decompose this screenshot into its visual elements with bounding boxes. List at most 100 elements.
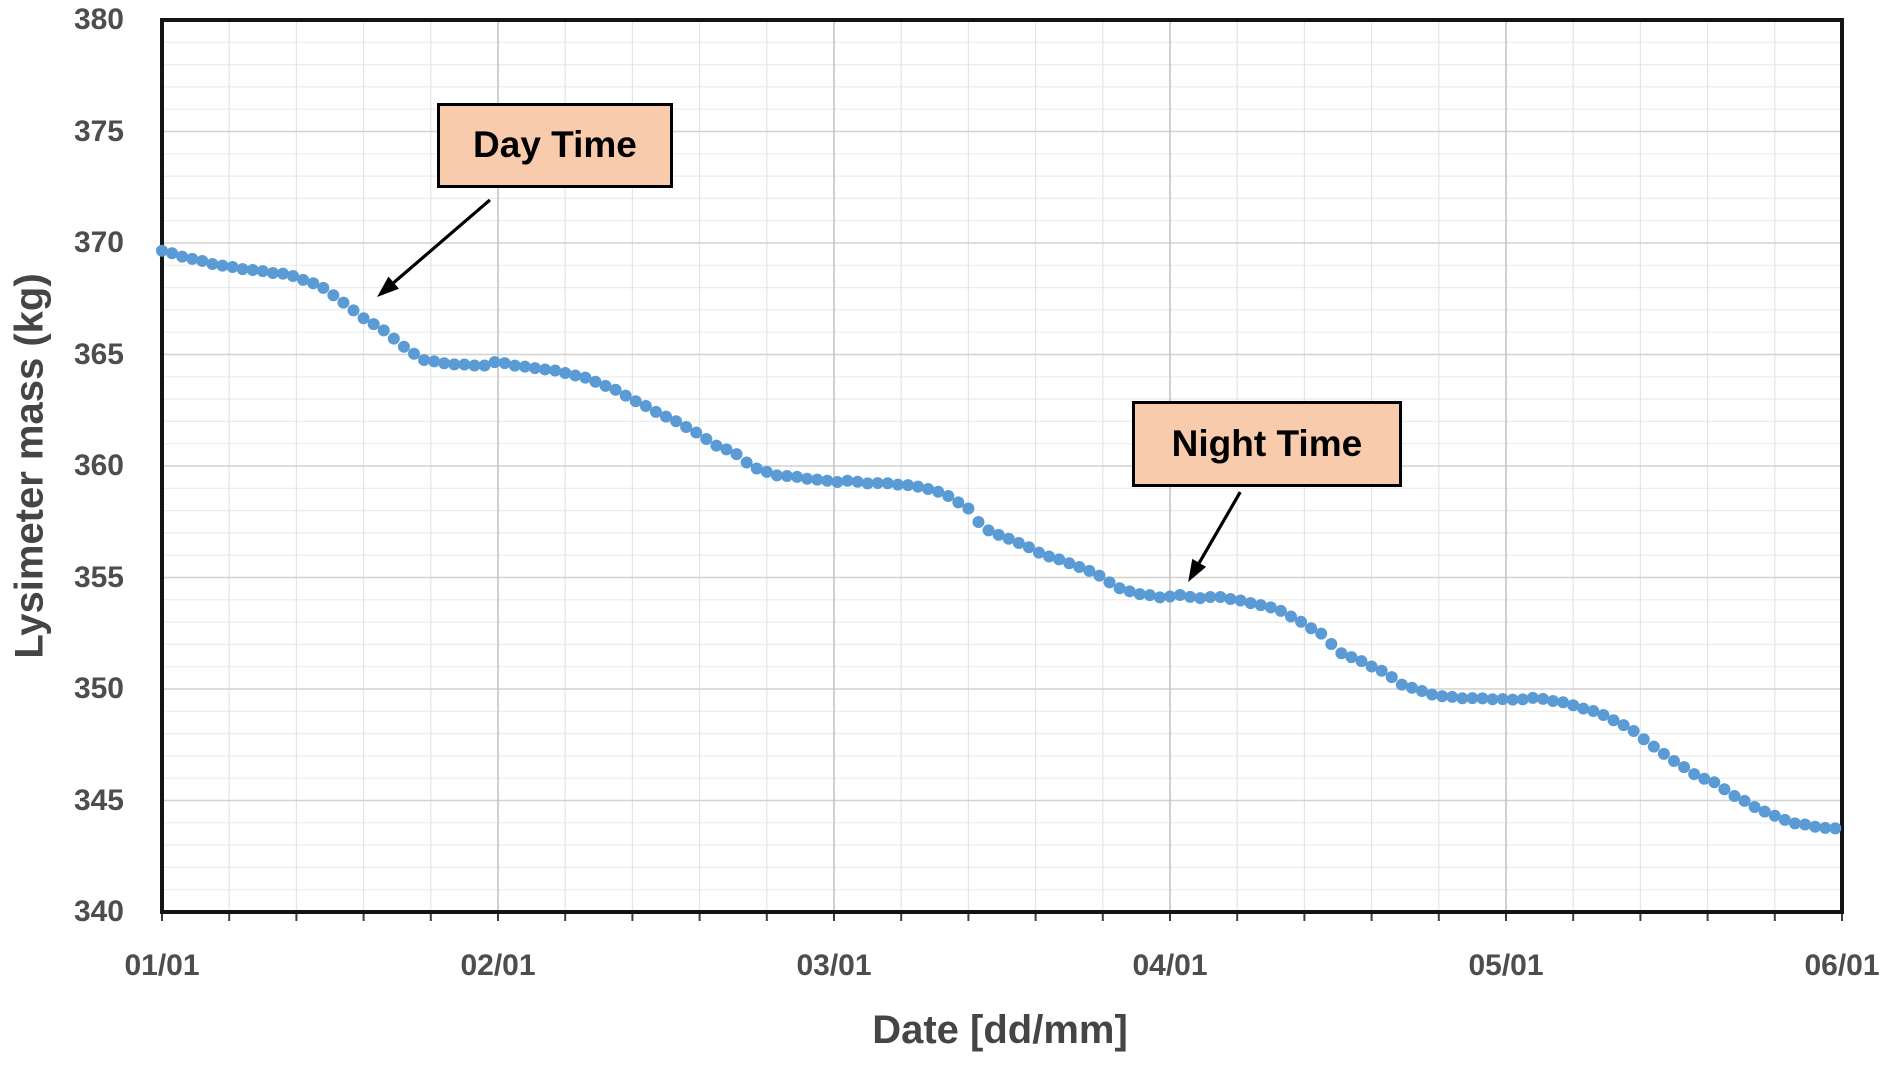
data-point-marker (549, 364, 562, 377)
data-point-marker (912, 480, 924, 493)
data-point-marker (1032, 546, 1045, 559)
data-point-marker (619, 389, 632, 402)
data-point-marker (458, 358, 471, 371)
data-point-marker (1405, 681, 1418, 694)
data-point-marker (1657, 747, 1670, 760)
data-point-marker (347, 304, 360, 317)
data-point-marker (720, 443, 733, 456)
data-point-marker (216, 259, 229, 272)
data-point-marker (559, 366, 572, 379)
data-point-marker (397, 340, 410, 353)
data-point-marker (468, 359, 481, 372)
y-tick-label: 380 (73, 3, 124, 36)
data-point-marker (418, 354, 431, 367)
data-point-marker (1113, 582, 1126, 595)
data-point-marker (1617, 719, 1630, 732)
data-point-marker (1587, 705, 1600, 718)
data-point-marker (539, 363, 552, 376)
data-point-marker (1214, 590, 1227, 603)
y-tick-label: 345 (73, 783, 124, 817)
data-point-marker (1446, 690, 1459, 703)
data-point-marker (206, 257, 219, 270)
mass-series-markers (156, 244, 1842, 835)
data-point-marker (1133, 588, 1146, 601)
data-point-marker (1688, 768, 1701, 781)
data-point-marker (1083, 564, 1096, 577)
data-point-marker (1143, 589, 1156, 602)
data-point-marker (1526, 691, 1539, 704)
data-point-marker (186, 252, 199, 265)
data-point-marker (1153, 591, 1166, 604)
data-point-marker (841, 474, 854, 487)
data-point-marker (891, 478, 904, 491)
data-point-marker (408, 347, 420, 360)
day-time-annotation: Day Time (436, 102, 674, 188)
data-point-marker (498, 357, 511, 370)
data-point-marker (821, 474, 834, 487)
y-tick-label: 360 (73, 449, 124, 482)
x-tick-label: 02/01 (460, 949, 536, 982)
data-point-marker (367, 318, 380, 331)
data-point-marker (156, 244, 168, 257)
data-point-marker (1577, 702, 1590, 715)
data-point-marker (1224, 592, 1237, 605)
data-point-marker (1365, 660, 1378, 673)
data-point-marker (478, 359, 491, 372)
data-point-marker (1043, 550, 1056, 563)
data-point-marker (1819, 821, 1832, 834)
data-point-marker (952, 496, 965, 509)
data-point-marker (1012, 536, 1025, 549)
data-point-marker (1597, 708, 1610, 721)
data-point-marker (1204, 591, 1217, 604)
data-point-marker (982, 524, 995, 537)
data-point-marker (1748, 800, 1761, 813)
data-point-marker (176, 250, 189, 263)
data-point-marker (488, 356, 501, 369)
data-point-marker (972, 515, 985, 528)
data-point-marker (831, 476, 844, 489)
data-point-marker (1244, 597, 1257, 610)
annotation-arrowhead (1188, 558, 1207, 582)
data-point-marker (1416, 685, 1428, 698)
data-point-marker (791, 470, 804, 483)
y-tick-label: 365 (73, 337, 124, 371)
data-point-marker (226, 261, 239, 274)
data-point-marker (518, 360, 531, 373)
data-point-marker (680, 421, 693, 434)
data-point-marker (1476, 692, 1489, 705)
data-point-marker (1274, 604, 1287, 617)
data-point-marker (1385, 671, 1398, 684)
data-point-marker (1627, 724, 1640, 737)
data-point-marker (1728, 789, 1741, 802)
data-point-marker (1496, 693, 1509, 706)
data-point-marker (337, 296, 350, 309)
x-tick-label: 03/01 (796, 949, 872, 982)
data-point-marker (1315, 627, 1328, 640)
data-point-marker (589, 375, 602, 388)
data-point-marker (1788, 817, 1801, 830)
data-point-marker (1426, 688, 1439, 701)
data-point-marker (266, 266, 279, 279)
data-point-marker (1456, 692, 1469, 705)
data-point-marker (1164, 590, 1176, 603)
data-point-marker (932, 485, 945, 498)
data-point-marker (287, 270, 300, 283)
data-point-marker (599, 379, 612, 392)
data-point-marker (750, 462, 763, 475)
data-point-marker (1758, 805, 1771, 818)
data-point-marker (1295, 615, 1308, 628)
data-point-marker (1547, 694, 1560, 707)
data-point-marker (760, 465, 773, 478)
data-point-marker (357, 312, 370, 325)
data-point-marker (690, 426, 703, 439)
data-point-marker (256, 265, 269, 278)
data-point-marker (528, 362, 541, 375)
data-point-marker (508, 359, 521, 372)
data-point-marker (1557, 696, 1570, 709)
data-point-marker (438, 357, 451, 370)
data-point-marker (1506, 693, 1519, 706)
y-tick-label: 340 (73, 895, 124, 928)
data-point-marker (297, 273, 310, 286)
data-point-marker (1718, 783, 1731, 796)
